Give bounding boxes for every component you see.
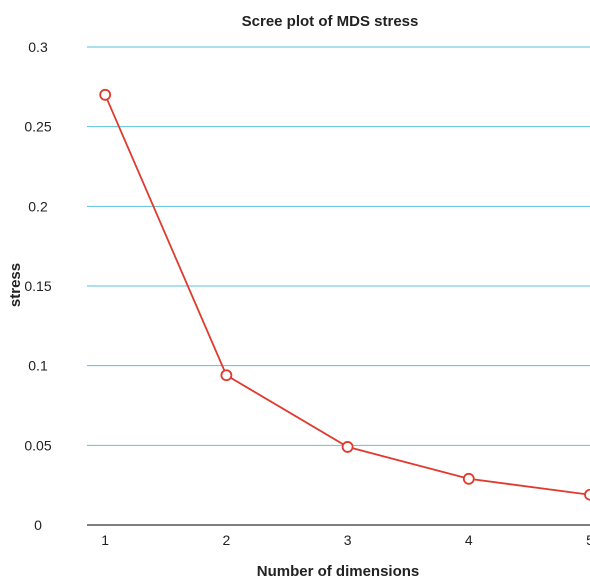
data-point bbox=[584, 488, 590, 501]
grid-lines bbox=[87, 46, 590, 446]
x-tick-labels: 1 2 3 4 5 bbox=[101, 532, 590, 548]
y-tick-label: 0.2 bbox=[28, 198, 48, 214]
data-point bbox=[99, 88, 112, 101]
chart-title: Scree plot of MDS stress bbox=[242, 13, 419, 30]
x-tick-label: 1 bbox=[101, 532, 109, 548]
y-tick-labels: 0 0.05 0.1 0.15 0.2 0.25 0.3 bbox=[24, 39, 51, 533]
y-tick-label: 0.15 bbox=[24, 278, 51, 294]
data-point bbox=[462, 472, 475, 485]
x-tick-label: 3 bbox=[344, 532, 352, 548]
series-group bbox=[99, 88, 590, 501]
x-tick-label: 5 bbox=[586, 532, 590, 548]
data-point bbox=[341, 441, 354, 453]
series-line bbox=[104, 94, 590, 496]
x-tick-label: 2 bbox=[222, 532, 230, 548]
x-tick-label: 4 bbox=[465, 532, 473, 548]
y-tick-label: 0.3 bbox=[28, 39, 48, 55]
y-tick-label: 0.05 bbox=[24, 437, 51, 453]
y-tick-label: 0 bbox=[34, 517, 42, 533]
y-tick-label: 0.1 bbox=[28, 358, 48, 374]
y-tick-label: 0.25 bbox=[24, 119, 51, 135]
y-axis-label: stress bbox=[7, 263, 24, 307]
x-axis-label: Number of dimensions bbox=[257, 563, 420, 580]
data-point bbox=[220, 369, 233, 382]
